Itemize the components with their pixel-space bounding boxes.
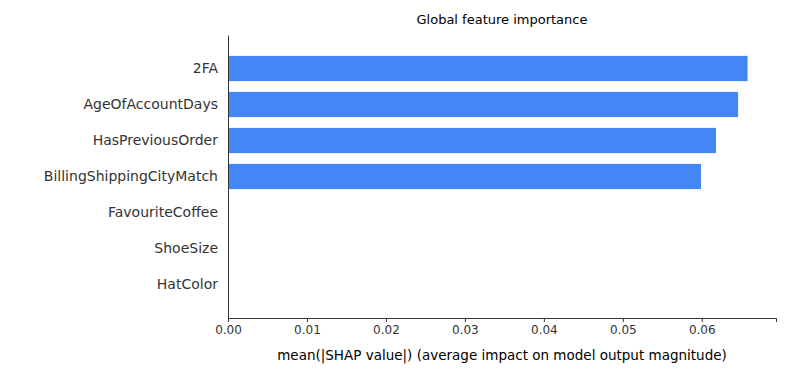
category-label: BillingShippingCityMatch <box>44 168 218 184</box>
tick-mark <box>307 318 308 322</box>
tick: 0.06 <box>689 318 716 337</box>
tick-mark <box>623 318 624 322</box>
tick: 0.02 <box>373 318 400 337</box>
category-label: HasPreviousOrder <box>93 132 219 148</box>
category-label: 2FA <box>193 60 219 76</box>
tick: 0.03 <box>452 318 479 337</box>
tick: 0.00 <box>215 318 242 337</box>
tick: 0.01 <box>294 318 321 337</box>
x-axis-title: mean(|SHAP value|) (average impact on mo… <box>277 347 727 364</box>
category-tick: AgeOfAccountDays <box>84 96 229 112</box>
axis-line <box>228 36 229 319</box>
tick: 0.05 <box>610 318 637 337</box>
category-label: FavouriteCoffee <box>108 204 218 220</box>
tick-mark <box>465 318 466 322</box>
category-tick: FavouriteCoffee <box>108 204 228 220</box>
axis-line <box>229 319 777 323</box>
tick-label: 0.01 <box>294 323 321 337</box>
tick-label: 0.02 <box>373 323 400 337</box>
tick-mark <box>544 318 545 322</box>
bar <box>228 128 716 153</box>
category-tick: HatColor <box>157 276 228 292</box>
y-axis: 2FA AgeOfAccountDays HasPreviousOrder Billi… <box>44 36 229 319</box>
x-axis: 0.00 0.01 0.02 0.03 0.04 0.05 0.06 <box>215 318 776 337</box>
tick-label: 0.00 <box>215 323 242 337</box>
bar <box>228 164 701 189</box>
tick-mark <box>228 318 229 322</box>
title: Global feature importance <box>417 12 588 27</box>
category-tick: HasPreviousOrder <box>93 132 228 148</box>
bar <box>228 92 738 117</box>
category-label: ShoeSize <box>154 240 218 256</box>
tick: 0.04 <box>531 318 558 337</box>
tick-label: 0.05 <box>610 323 637 337</box>
category-tick: 2FA <box>193 60 228 76</box>
tick-mark <box>386 318 387 322</box>
category-tick: BillingShippingCityMatch <box>44 168 228 184</box>
tick-mark <box>702 318 703 322</box>
tick-label: 0.03 <box>452 323 479 337</box>
category-tick: ShoeSize <box>154 240 228 256</box>
tick-label: 0.04 <box>531 323 558 337</box>
bar <box>228 56 748 81</box>
category-label: HatColor <box>157 276 218 292</box>
category-label: AgeOfAccountDays <box>84 96 219 112</box>
chart: 0.00 0.01 0.02 0.03 0.04 0.05 0.06 2FA AgeOfAcco… <box>0 0 800 381</box>
bars <box>228 56 748 189</box>
tick-label: 0.06 <box>689 323 716 337</box>
